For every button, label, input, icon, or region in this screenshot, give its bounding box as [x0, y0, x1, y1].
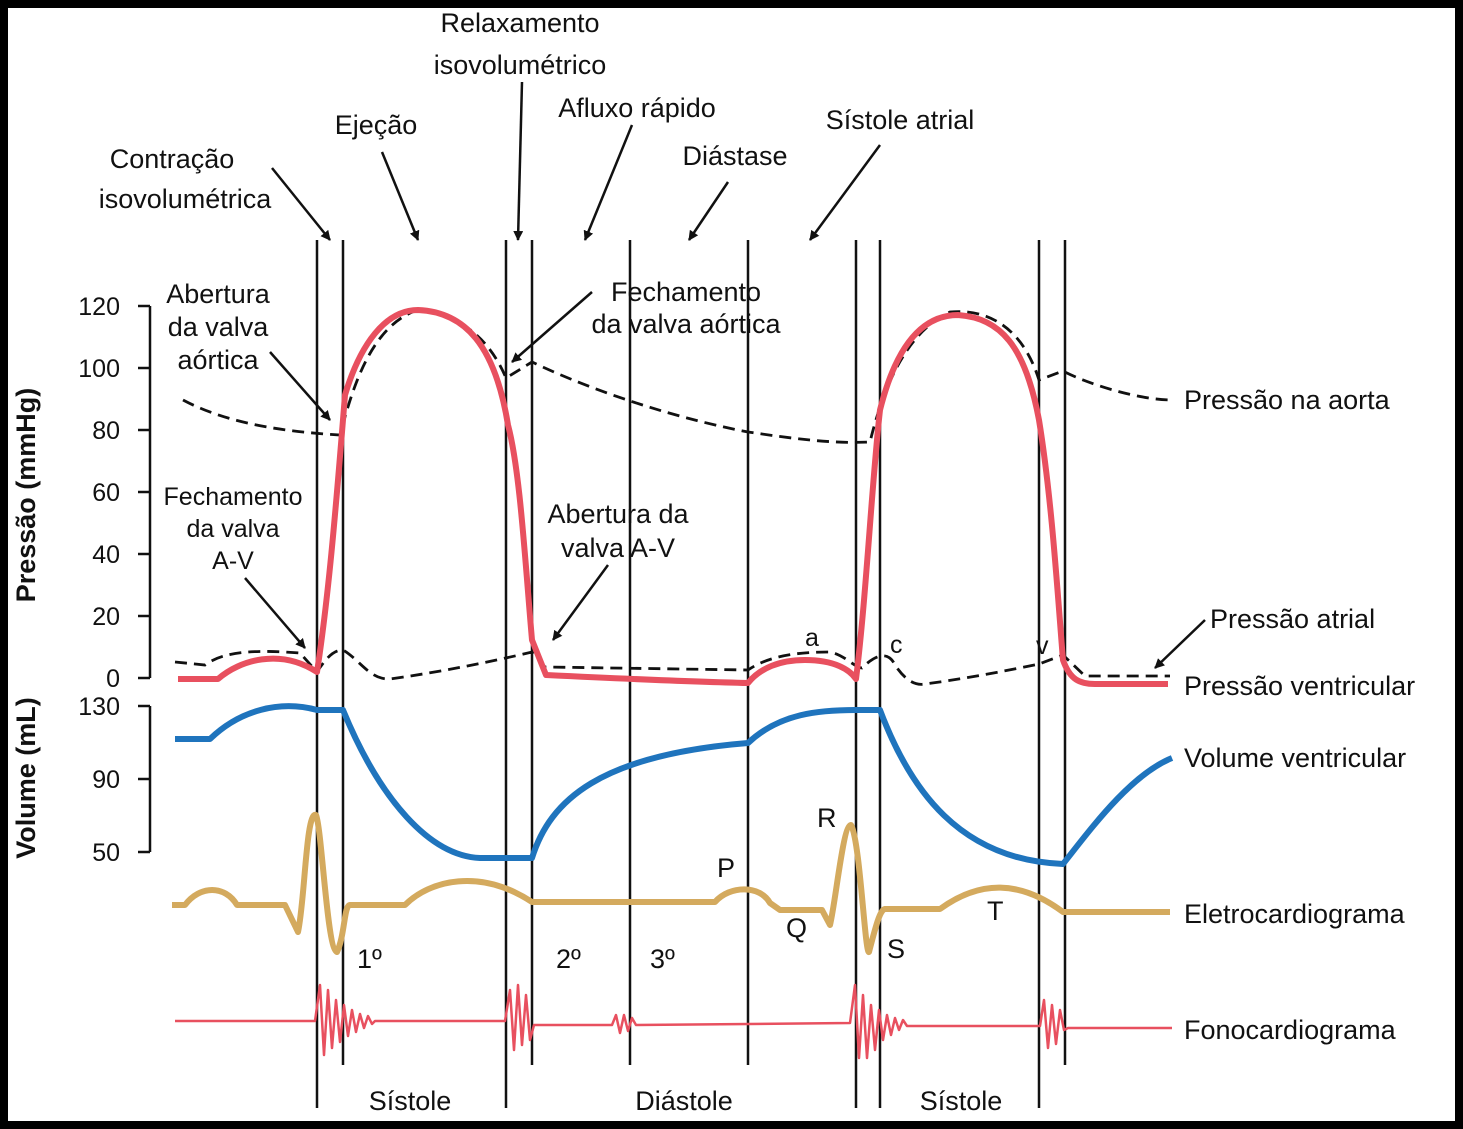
phase-label: Sístole atrial — [826, 105, 975, 135]
ecg-curve — [172, 811, 1170, 956]
volume-tick: 50 — [92, 839, 120, 867]
volume-axis-title: Volume (mL) — [11, 697, 41, 859]
ventricular-volume-curve — [175, 703, 1174, 867]
curve-label-phono: Fonocardiograma — [1184, 1015, 1397, 1045]
atrial-pressure-curve — [174, 648, 1170, 686]
phase-label: Ejeção — [335, 110, 418, 140]
annotation-text: aórtica — [177, 345, 259, 375]
wave-label-S: S — [887, 934, 905, 964]
phase-label: Diástase — [682, 141, 787, 171]
pressure-tick: 80 — [92, 417, 120, 445]
annotation-text: da valva aórtica — [591, 309, 781, 339]
curve-label-aortic: Pressão na aorta — [1184, 385, 1391, 415]
phase-arrows — [244, 81, 1206, 669]
pressure-tick: 100 — [78, 355, 120, 383]
pressure-tick: 40 — [92, 541, 120, 569]
heart-sound-first: 1º — [357, 944, 382, 974]
pressure-tick: 60 — [92, 479, 120, 507]
heart-sound-second: 2º — [556, 944, 581, 974]
curve-label-volume: Volume ventricular — [1184, 743, 1406, 773]
period-systole: Sístole — [369, 1086, 452, 1116]
heart-sound-labels: 1º 2º 3º — [357, 944, 675, 974]
period-systole: Sístole — [920, 1086, 1003, 1116]
wave-label-P: P — [717, 853, 735, 883]
pressure-axis: 120 100 80 60 40 20 0 Pressão (mmHg) — [11, 293, 152, 693]
ventricular-pressure-curve — [178, 307, 1168, 687]
wave-label-T: T — [987, 896, 1004, 926]
annotation-text: A-V — [212, 547, 254, 575]
annotation-text: Fechamento — [611, 277, 761, 307]
valve-annotations: Abertura da valva aórtica Fechamento da … — [164, 277, 782, 575]
phase-label: isovolumétrica — [99, 184, 273, 214]
wave-label-Q: Q — [786, 913, 807, 943]
wave-label-c: c — [890, 631, 903, 659]
heart-sound-third: 3º — [650, 944, 675, 974]
wave-labels: a c v P Q R S T — [717, 624, 1049, 964]
volume-axis: 130 90 50 Volume (mL) — [11, 693, 152, 867]
wave-label-v: v — [1036, 632, 1049, 660]
phase-label: Contração — [110, 144, 235, 174]
phase-label: Afluxo rápido — [558, 93, 716, 123]
curve-labels: Pressão na aorta Pressão atrial Pressão … — [1184, 385, 1415, 1045]
curve-label-ecg: Eletrocardiograma — [1184, 899, 1406, 929]
pressure-tick: 0 — [106, 665, 120, 693]
period-labels: Sístole Diástole Sístole — [369, 1086, 1003, 1116]
pressure-axis-title: Pressão (mmHg) — [11, 388, 41, 603]
volume-tick: 130 — [78, 693, 120, 721]
curve-label-atrial: Pressão atrial — [1210, 604, 1375, 634]
phase-label: isovolumétrico — [434, 50, 607, 80]
annotation-text: Abertura — [166, 279, 271, 309]
annotation-text: da valva — [168, 312, 270, 342]
pressure-tick: 120 — [78, 293, 120, 321]
phase-lines — [315, 240, 1067, 1108]
annotation-text: da valva — [186, 515, 279, 543]
phonocardiogram-curve — [175, 983, 1172, 1060]
phase-label: Relaxamento — [440, 8, 599, 38]
annotation-text: Abertura da — [547, 499, 689, 529]
phase-labels: Contração isovolumétrica Ejeção Relaxame… — [99, 8, 975, 214]
volume-tick: 90 — [92, 766, 120, 794]
wave-label-a: a — [805, 624, 819, 652]
wave-label-R: R — [817, 803, 837, 833]
annotation-text: Fechamento — [164, 483, 303, 511]
aortic-pressure-curve — [182, 309, 1173, 444]
pressure-tick: 20 — [92, 603, 120, 631]
period-diastole: Diástole — [635, 1086, 733, 1116]
curve-label-ventricular: Pressão ventricular — [1184, 671, 1415, 701]
annotation-text: valva A-V — [561, 533, 675, 563]
diagram-frame — [8, 8, 1455, 1121]
